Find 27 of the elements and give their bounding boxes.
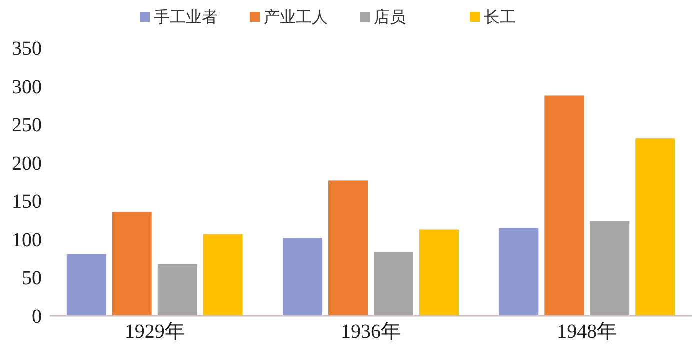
bar bbox=[66, 254, 107, 316]
bar bbox=[328, 180, 369, 316]
y-tick-label: 0 bbox=[32, 306, 42, 328]
bar bbox=[282, 238, 324, 316]
bar bbox=[418, 229, 460, 316]
legend-label: 长工 bbox=[484, 8, 516, 27]
x-tick-label: 1936年 bbox=[341, 321, 401, 343]
legend-label: 产业工人 bbox=[264, 8, 328, 27]
y-tick-label: 250 bbox=[12, 114, 42, 137]
x-tick-label: 1929年 bbox=[124, 321, 185, 343]
x-tick-label: 1948年 bbox=[557, 321, 618, 343]
y-tick-label: 200 bbox=[12, 152, 42, 175]
legend-label: 手工业者 bbox=[154, 8, 218, 27]
bar bbox=[157, 264, 198, 316]
y-tick-label: 50 bbox=[22, 268, 42, 290]
bar bbox=[373, 251, 414, 316]
bar bbox=[635, 138, 676, 316]
y-tick-label: 150 bbox=[12, 191, 42, 214]
bar bbox=[202, 234, 244, 316]
y-tick-label: 100 bbox=[12, 229, 42, 252]
bar bbox=[590, 220, 630, 316]
y-tick-label: 350 bbox=[12, 38, 42, 60]
bar bbox=[112, 212, 152, 316]
legend-label: 店员 bbox=[374, 8, 406, 27]
y-tick-label: 300 bbox=[12, 76, 42, 98]
bar bbox=[498, 228, 540, 316]
bar bbox=[544, 95, 585, 316]
